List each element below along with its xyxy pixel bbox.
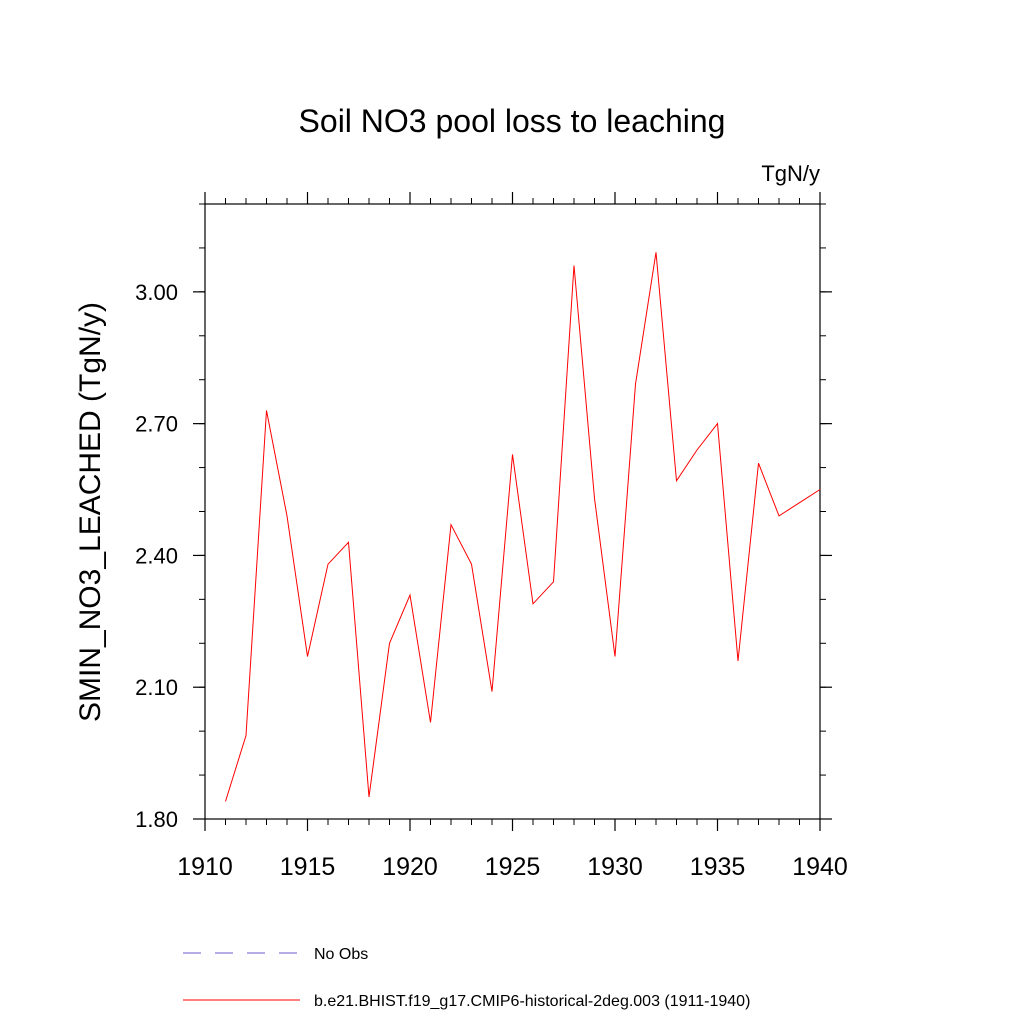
x-tick-label: 1935 [690, 853, 746, 881]
legend: No Obs b.e21.BHIST.f19_g17.CMIP6-histori… [183, 946, 750, 1010]
x-tick-label: 1925 [485, 853, 541, 881]
series-line-0 [225, 252, 821, 802]
x-tick-label: 1915 [280, 853, 336, 881]
x-tick-label: 1930 [587, 853, 643, 881]
y-tick-label: 3.00 [135, 280, 178, 305]
plot-frame [204, 203, 821, 820]
legend-label-historical: b.e21.BHIST.f19_g17.CMIP6-historical-2de… [314, 993, 750, 1010]
units-label: TgN/y [761, 161, 820, 186]
y-axis-label: SMIN_NO3_LEACHED (TgN/y) [74, 302, 107, 722]
y-tick-label: 1.80 [135, 807, 178, 832]
y-tick-label: 2.40 [135, 543, 178, 568]
x-tick-label: 1940 [792, 853, 848, 881]
legend-label-no-obs: No Obs [314, 946, 368, 963]
y-tick-label: 2.70 [135, 412, 178, 437]
x-tick-label: 1910 [177, 853, 233, 881]
y-tick-label: 2.10 [135, 675, 178, 700]
axis-tick-labels: 1910 1915 1920 1925 1930 1935 1940 1.80 2.10 2.40… [135, 280, 848, 881]
axis-ticks [193, 192, 832, 831]
x-tick-label: 1920 [382, 853, 438, 881]
series-layer [225, 252, 821, 802]
chart-title: Soil NO3 pool loss to leaching [299, 103, 726, 139]
